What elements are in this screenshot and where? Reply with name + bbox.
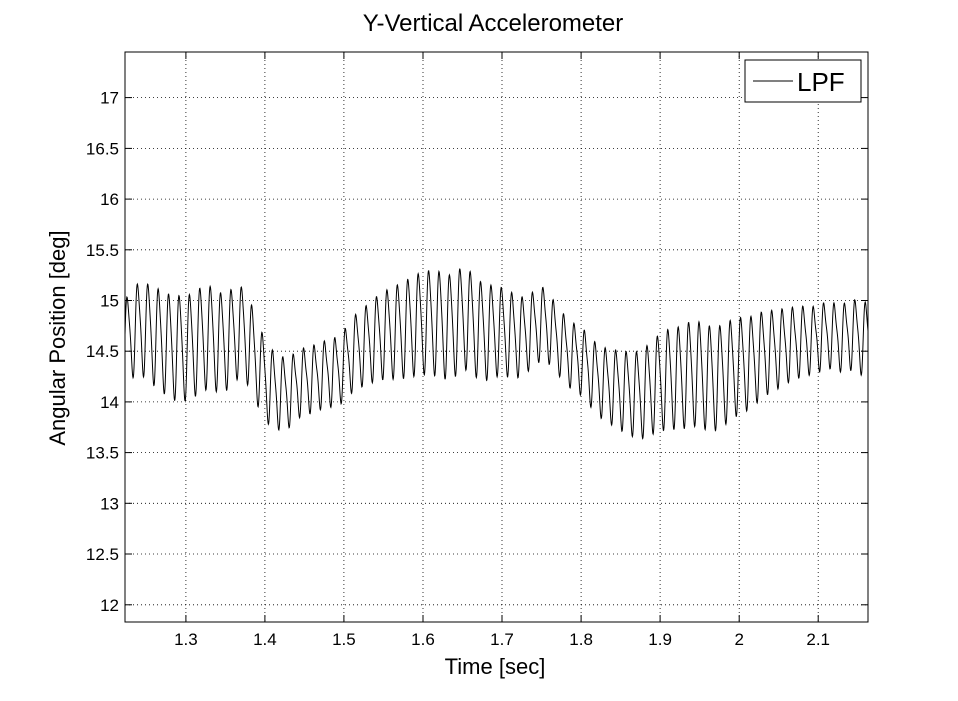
y-tick-label: 12.5 — [86, 545, 119, 564]
series-line-lpf — [125, 268, 868, 440]
x-tick-label: 1.5 — [332, 630, 356, 649]
x-tick-label: 1.6 — [411, 630, 435, 649]
y-axis-label: Angular Position [deg] — [45, 230, 70, 445]
x-axis-label: Time [sec] — [445, 654, 546, 679]
legend-label-lpf: LPF — [797, 67, 845, 97]
y-tick-label: 14.5 — [86, 342, 119, 361]
legend: LPF — [744, 59, 862, 103]
y-tick-label: 15.5 — [86, 241, 119, 260]
x-tick-label: 1.9 — [648, 630, 672, 649]
x-tick-label: 2.1 — [806, 630, 830, 649]
plot-area — [125, 268, 868, 440]
y-tick-label: 16 — [100, 190, 119, 209]
x-tick-label: 1.8 — [569, 630, 593, 649]
x-tick-label: 1.3 — [174, 630, 198, 649]
ticks — [125, 52, 868, 622]
y-tick-label: 13.5 — [86, 444, 119, 463]
tick-labels: 1.3 1.4 1.5 1.6 1.7 1.8 1.9 2 2.1 12 12.5 13 13.5 14 1… — [86, 89, 830, 649]
chart-title: Y-Vertical Accelerometer — [363, 10, 624, 37]
y-tick-label: 12 — [100, 596, 119, 615]
y-tick-label: 13 — [100, 494, 119, 513]
y-tick-label: 17 — [100, 89, 119, 108]
axes-box — [124, 51, 869, 623]
x-tick-label: 2 — [734, 630, 743, 649]
y-tick-label: 15 — [100, 292, 119, 311]
y-tick-label: 16.5 — [86, 139, 119, 158]
y-tick-label: 14 — [100, 393, 119, 412]
x-tick-label: 1.4 — [253, 630, 277, 649]
x-tick-label: 1.7 — [490, 630, 514, 649]
